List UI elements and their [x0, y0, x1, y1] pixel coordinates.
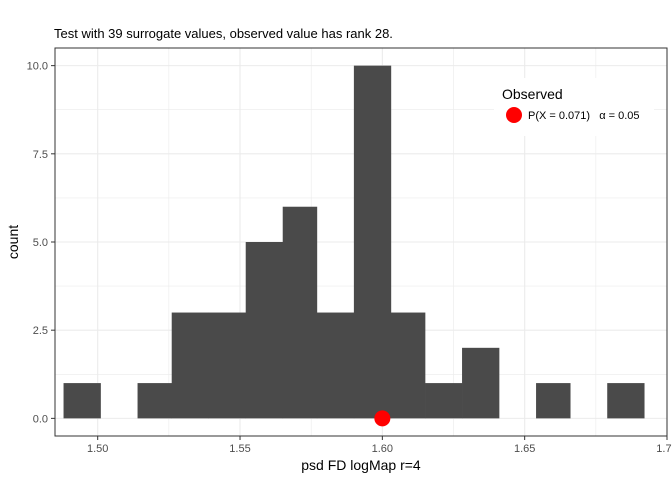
legend-label: P(X = 0.071) α = 0.05 — [528, 110, 640, 122]
histogram-bar — [208, 312, 247, 419]
histogram-bar — [462, 347, 500, 419]
legend-key-dot — [506, 107, 522, 123]
y-tick-label: 2.5 — [33, 325, 48, 337]
y-axis-label: count — [5, 225, 21, 259]
histogram-bar — [607, 383, 645, 419]
x-tick-label: 1.65 — [514, 443, 535, 455]
histogram-bar — [316, 312, 355, 419]
observed-point — [374, 410, 391, 427]
legend: Observed P(X = 0.071) α = 0.05 — [494, 78, 654, 136]
histogram-bar — [171, 312, 210, 419]
y-tick-label: 7.5 — [33, 149, 48, 161]
histogram-bar — [137, 383, 173, 419]
histogram-bar — [390, 312, 426, 419]
x-tick-label: 1.50 — [87, 443, 108, 455]
histogram-bar — [63, 383, 101, 419]
legend-title: Observed — [502, 86, 563, 102]
ticks-layer: 1.50 1.55 1.60 1.65 1.70 0.0 2.5 5.0 7.5 10.0 — [27, 61, 672, 455]
x-tick-label: 1.60 — [372, 443, 393, 455]
bars-layer — [63, 65, 645, 419]
y-tick-label: 0.0 — [33, 413, 48, 425]
legend-background — [494, 78, 654, 136]
histogram-bar — [425, 383, 463, 419]
histogram-bar — [536, 383, 571, 419]
observed-layer — [374, 410, 391, 427]
y-tick-label: 5.0 — [33, 237, 48, 249]
x-tick-label: 1.70 — [656, 443, 672, 455]
chart-title: Test with 39 surrogate values, observed … — [54, 26, 393, 41]
histogram-bar — [353, 65, 392, 419]
x-axis-label: psd FD logMap r=4 — [301, 457, 421, 473]
histogram-bar — [282, 206, 318, 419]
histogram-bar — [245, 242, 284, 419]
y-tick-label: 10.0 — [27, 61, 48, 73]
x-tick-label: 1.55 — [229, 443, 250, 455]
